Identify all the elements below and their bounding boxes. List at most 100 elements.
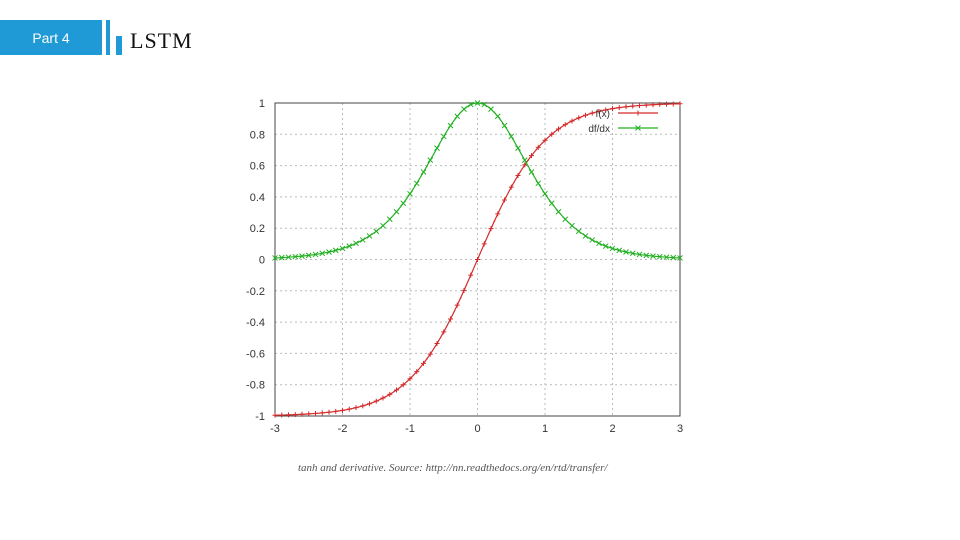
x-tick-label: 3 — [677, 423, 683, 435]
marker-dfdx — [386, 216, 393, 223]
data-point-dfdx — [426, 165, 428, 167]
data-point-fx — [679, 102, 681, 105]
marker-dfdx — [589, 237, 596, 243]
marker-fx — [562, 122, 568, 128]
marker-fx — [427, 351, 433, 357]
marker-dfdx — [535, 180, 542, 187]
marker-dfdx — [602, 243, 609, 249]
y-tick-label: 0 — [259, 255, 265, 267]
marker-fx — [488, 226, 494, 232]
data-point-fx — [274, 414, 276, 417]
marker-fx — [400, 382, 406, 388]
marker-fx — [380, 395, 386, 401]
data-point-dfdx — [493, 111, 496, 114]
data-point-fx — [409, 377, 411, 380]
marker-dfdx — [353, 240, 359, 247]
y-tick-label: -0.6 — [246, 348, 265, 360]
x-tick-label: 2 — [609, 423, 615, 435]
marker-dfdx — [636, 251, 643, 258]
marker-dfdx — [319, 250, 326, 257]
marker-dfdx — [359, 237, 366, 243]
marker-fx — [414, 369, 420, 375]
marker-dfdx — [656, 253, 663, 260]
marker-fx — [569, 118, 575, 124]
data-point-dfdx — [577, 230, 580, 232]
accent-bar-tall — [106, 20, 110, 55]
marker-fx — [421, 360, 426, 366]
marker-fx — [299, 411, 305, 417]
y-tick-label: 0.6 — [250, 161, 265, 173]
data-point-dfdx — [274, 257, 276, 259]
data-point-fx — [493, 220, 496, 222]
data-point-fx — [307, 413, 310, 415]
data-point-dfdx — [409, 192, 411, 195]
marker-dfdx — [596, 240, 602, 247]
marker-fx — [434, 341, 440, 347]
x-tick-label: -2 — [338, 423, 348, 435]
data-point-dfdx — [442, 135, 445, 138]
marker-fx — [616, 105, 622, 111]
marker-fx — [657, 101, 663, 107]
marker-dfdx — [427, 157, 434, 164]
data-point-dfdx — [375, 230, 378, 232]
marker-dfdx — [481, 101, 488, 108]
marker-fx — [670, 101, 676, 107]
data-point-fx — [544, 139, 546, 142]
marker-fx — [319, 410, 325, 416]
marker-fx — [495, 211, 501, 217]
legend-marker-fx — [635, 110, 641, 116]
marker-fx — [522, 162, 528, 168]
marker-dfdx — [569, 222, 575, 229]
marker-fx — [448, 316, 453, 322]
marker-dfdx — [278, 254, 285, 261]
marker-dfdx — [454, 113, 461, 120]
legend-marker-dfdx — [635, 125, 641, 131]
marker-dfdx — [292, 253, 299, 260]
marker-dfdx — [380, 222, 386, 229]
data-point-dfdx — [510, 135, 513, 138]
marker-fx — [346, 406, 352, 412]
data-point-fx — [442, 331, 445, 333]
marker-fx — [664, 101, 669, 107]
marker-fx — [461, 287, 467, 293]
marker-dfdx — [393, 208, 400, 215]
data-point-fx — [645, 104, 648, 106]
marker-fx — [583, 112, 588, 118]
marker-fx — [326, 409, 332, 415]
marker-fx — [529, 153, 534, 159]
marker-dfdx — [521, 157, 528, 164]
data-point-dfdx — [679, 257, 681, 259]
data-point-dfdx — [544, 192, 546, 195]
x-tick-label: -3 — [270, 423, 280, 435]
y-tick-label: -0.4 — [246, 317, 265, 329]
data-point-fx — [527, 159, 529, 161]
marker-fx — [286, 412, 291, 418]
data-point-dfdx — [307, 254, 310, 257]
marker-dfdx — [312, 251, 319, 258]
marker-fx — [454, 302, 460, 308]
data-point-dfdx — [341, 247, 344, 250]
tanh-chart: -3 -2 -1 0 1 2 3 1 0.8 0.6 0.4 0.2 0 -0.2 -0.4 -0.6 -0.8… — [246, 98, 683, 435]
y-tick-label: 0.2 — [250, 223, 265, 235]
data-point-fx — [476, 258, 479, 261]
legend-label-fx: f(x) — [596, 109, 610, 120]
y-tick-label: -0.8 — [246, 380, 265, 392]
accent-bar-short — [116, 36, 122, 55]
x-tick-label: 0 — [474, 423, 480, 435]
marker-dfdx — [663, 254, 670, 261]
marker-dfdx — [494, 113, 501, 120]
marker-dfdx — [467, 101, 474, 108]
data-point-fx — [510, 186, 513, 188]
marker-fx — [353, 405, 359, 411]
x-tick-label: -1 — [405, 423, 415, 435]
y-tick-label: -1 — [255, 411, 265, 423]
marker-fx — [596, 108, 602, 114]
marker-dfdx — [515, 145, 521, 151]
marker-dfdx — [366, 233, 373, 239]
marker-fx — [333, 408, 339, 414]
marker-dfdx — [548, 200, 555, 207]
marker-dfdx — [501, 122, 508, 129]
figure-caption: tanh and derivative. Source: http://nn.r… — [298, 462, 608, 474]
data-point-dfdx — [645, 254, 648, 257]
marker-fx — [556, 126, 561, 132]
